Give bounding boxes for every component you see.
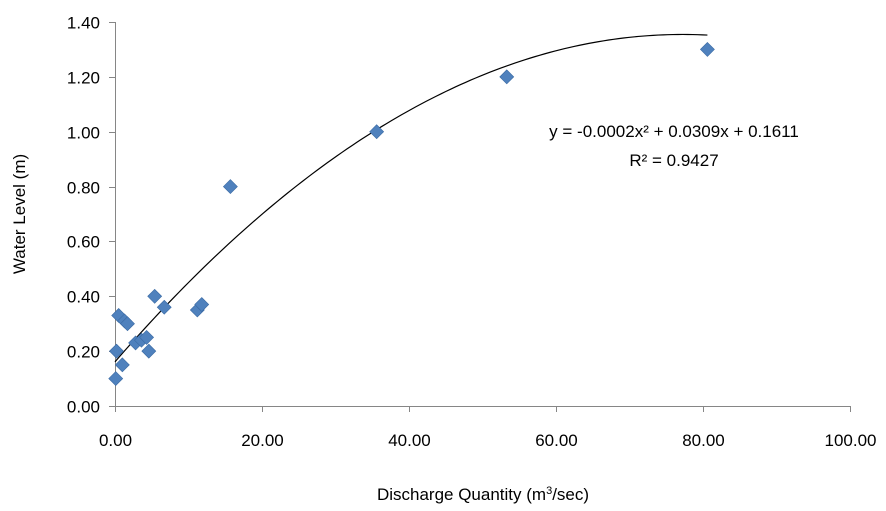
data-point [147, 288, 163, 304]
x-tick-label: 60.00 [535, 431, 578, 450]
data-point [194, 297, 210, 312]
x-tick-label: 0.00 [99, 431, 132, 450]
y-tick-label: 1.00 [67, 124, 100, 143]
x-tick-label: 20.00 [241, 431, 284, 450]
data-point [141, 343, 157, 359]
x-tick-label: 40.00 [388, 431, 431, 450]
x-tick-label: 80.00 [682, 431, 725, 450]
trendline-equation: y = -0.0002x² + 0.0309x + 0.1611 R² = 0.… [549, 122, 799, 170]
data-point [120, 316, 135, 332]
y-tick-label: 1.20 [67, 69, 100, 88]
x-axis-title-tail: /sec) [552, 485, 589, 504]
y-axis-ticks: 0.00 0.20 0.40 0.60 0.80 1.00 1.20 1.40 [67, 14, 115, 417]
data-point [369, 124, 385, 140]
y-tick-label: 1.40 [67, 14, 100, 33]
x-axis-title-main: Discharge Quantity (m [377, 485, 546, 504]
x-axis-title: Discharge Quantity (m3/sec) [377, 485, 589, 504]
data-point [108, 371, 124, 386]
r-squared-label: R² = 0.9427 [629, 151, 718, 170]
data-point [499, 69, 515, 85]
y-axis-title: Water Level (m) [10, 154, 29, 274]
trendline [114, 33, 708, 363]
equation-label: y = -0.0002x² + 0.0309x + 0.1611 [549, 122, 799, 141]
y-axis: 0.00 0.20 0.40 0.60 0.80 1.00 1.20 1.40 [67, 14, 116, 417]
y-tick-label: 0.60 [67, 233, 100, 252]
data-points [108, 42, 715, 386]
x-tick-label: 100.00 [825, 431, 877, 450]
data-point [114, 357, 130, 373]
y-tick-label: 0.40 [67, 288, 100, 307]
x-axis-ticks: 0.00 20.00 40.00 60.00 80.00 100.00 [99, 406, 877, 450]
data-point [139, 330, 155, 345]
x-axis-title-superscript: 3 [546, 485, 552, 497]
y-tick-label: 0.20 [67, 343, 100, 362]
data-point [699, 42, 715, 57]
x-axis: 0.00 20.00 40.00 60.00 80.00 100.00 [99, 406, 877, 450]
data-point [109, 343, 124, 359]
y-tick-label: 0.00 [67, 398, 100, 417]
data-point [156, 299, 172, 315]
y-tick-label: 0.80 [67, 179, 100, 198]
data-point [222, 179, 238, 194]
